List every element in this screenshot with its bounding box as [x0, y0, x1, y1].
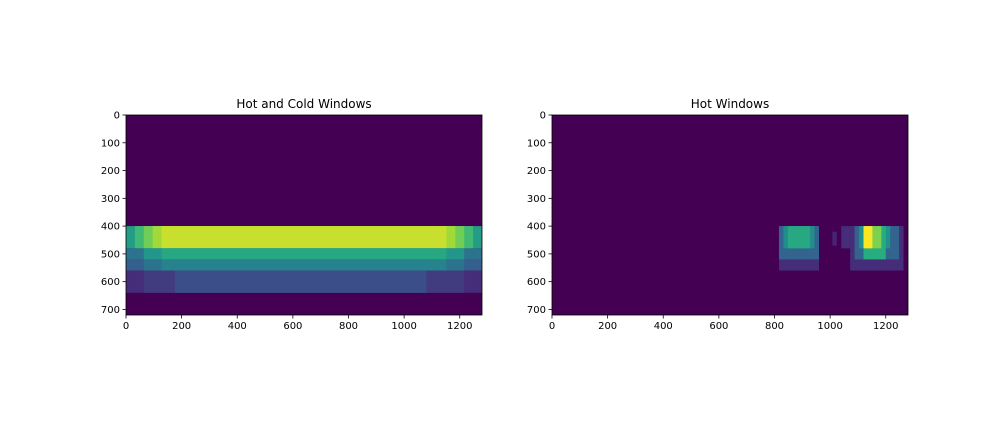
y-axis: 0 100 200 300 400 500 600 700: [101, 111, 126, 316]
y-tick-label: 300: [101, 194, 120, 205]
x-tick-label: 1200: [873, 321, 898, 332]
heat-cell: [863, 226, 873, 249]
heatmap-panel-hot-and-cold: Hot and Cold Windows 0 200 400 600 800 1000 12…: [101, 97, 483, 332]
x-axis: 0 200 400 600 800 1000 1200: [549, 315, 898, 332]
x-tick-label: 1000: [817, 321, 842, 332]
plot-frame: [125, 114, 483, 316]
y-tick-label: 600: [527, 277, 546, 288]
heatmap-plot-area: [552, 115, 908, 315]
x-tick-label: 400: [228, 321, 247, 332]
x-tick-label: 1000: [391, 321, 416, 332]
x-tick-label: 800: [765, 321, 784, 332]
y-tick-label: 0: [114, 111, 120, 122]
y-tick-label: 700: [527, 305, 546, 316]
x-tick-label: 1200: [447, 321, 472, 332]
y-tick-label: 500: [101, 249, 120, 260]
heatmap-background: [552, 115, 908, 315]
y-tick-label: 100: [101, 138, 120, 149]
y-tick-label: 300: [527, 194, 546, 205]
y-tick-label: 200: [101, 166, 120, 177]
y-tick-label: 400: [101, 222, 120, 233]
y-tick-label: 0: [540, 111, 546, 122]
chart-title: Hot Windows: [691, 97, 769, 111]
y-tick-label: 700: [101, 305, 120, 316]
x-tick-label: 600: [283, 321, 302, 332]
x-tick-label: 0: [549, 321, 555, 332]
y-tick-label: 400: [527, 222, 546, 233]
heat-cell: [787, 226, 811, 249]
heat-cell: [161, 259, 447, 271]
heatmap-plot-area: [126, 115, 482, 315]
heat-cell: [832, 231, 837, 246]
y-tick-label: 200: [527, 166, 546, 177]
x-tick-label: 400: [654, 321, 673, 332]
heat-cell: [161, 226, 447, 249]
y-tick-label: 600: [101, 277, 120, 288]
x-tick-label: 200: [172, 321, 191, 332]
x-tick-label: 200: [598, 321, 617, 332]
chart-title: Hot and Cold Windows: [236, 97, 371, 111]
x-axis: 0 200 400 600 800 1000 1200: [123, 315, 472, 332]
heat-cell: [174, 270, 427, 293]
x-tick-label: 600: [709, 321, 728, 332]
plot-frame: [551, 114, 909, 316]
x-tick-label: 0: [123, 321, 129, 332]
heatmap-panel-hot: Hot Windows 0 200 400 600 800 1000 1200 0 100 20…: [527, 97, 909, 332]
x-tick-label: 800: [339, 321, 358, 332]
y-axis: 0 100 200 300 400 500 600 700: [527, 111, 552, 316]
y-tick-label: 500: [527, 249, 546, 260]
y-tick-label: 100: [527, 138, 546, 149]
heat-cell: [161, 248, 447, 260]
